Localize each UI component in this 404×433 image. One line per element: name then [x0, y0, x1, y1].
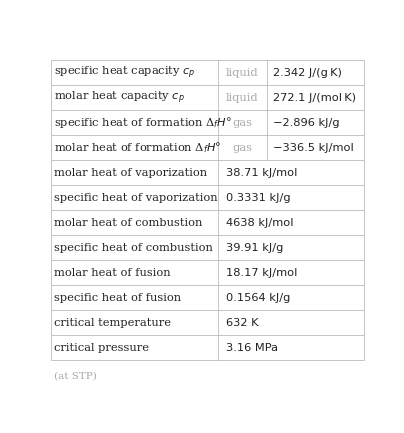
Text: 38.71 kJ/mol: 38.71 kJ/mol — [226, 168, 297, 178]
Text: 0.3331 kJ/g: 0.3331 kJ/g — [226, 193, 290, 203]
Text: specific heat of formation Δ$_f$$H$°: specific heat of formation Δ$_f$$H$° — [54, 115, 232, 130]
Text: critical temperature: critical temperature — [54, 318, 171, 328]
Text: 4638 kJ/mol: 4638 kJ/mol — [226, 218, 293, 228]
Text: molar heat of fusion: molar heat of fusion — [54, 268, 171, 278]
Text: critical pressure: critical pressure — [54, 343, 149, 353]
Text: 18.17 kJ/mol: 18.17 kJ/mol — [226, 268, 297, 278]
Text: molar heat capacity $c_p$: molar heat capacity $c_p$ — [54, 90, 185, 106]
Text: liquid: liquid — [226, 68, 259, 78]
Text: −336.5 kJ/mol: −336.5 kJ/mol — [273, 143, 354, 153]
Text: 39.91 kJ/g: 39.91 kJ/g — [226, 243, 283, 253]
Text: 632 K: 632 K — [226, 318, 258, 328]
Text: (at STP): (at STP) — [54, 372, 97, 381]
Text: specific heat of vaporization: specific heat of vaporization — [54, 193, 218, 203]
Text: 272.1 J/(mol K): 272.1 J/(mol K) — [273, 93, 356, 103]
Text: 3.16 MPa: 3.16 MPa — [226, 343, 278, 353]
Text: specific heat of combustion: specific heat of combustion — [54, 243, 213, 253]
Text: molar heat of vaporization: molar heat of vaporization — [54, 168, 207, 178]
Text: −2.896 kJ/g: −2.896 kJ/g — [273, 118, 339, 128]
Text: molar heat of formation Δ$_f$$H$°: molar heat of formation Δ$_f$$H$° — [54, 140, 222, 155]
Text: specific heat capacity $c_p$: specific heat capacity $c_p$ — [54, 65, 196, 81]
Text: gas: gas — [232, 118, 252, 128]
Text: 2.342 J/(g K): 2.342 J/(g K) — [273, 68, 342, 78]
Text: 0.1564 kJ/g: 0.1564 kJ/g — [226, 293, 290, 303]
Text: specific heat of fusion: specific heat of fusion — [54, 293, 181, 303]
Text: gas: gas — [232, 143, 252, 153]
Text: molar heat of combustion: molar heat of combustion — [54, 218, 203, 228]
Text: liquid: liquid — [226, 93, 259, 103]
